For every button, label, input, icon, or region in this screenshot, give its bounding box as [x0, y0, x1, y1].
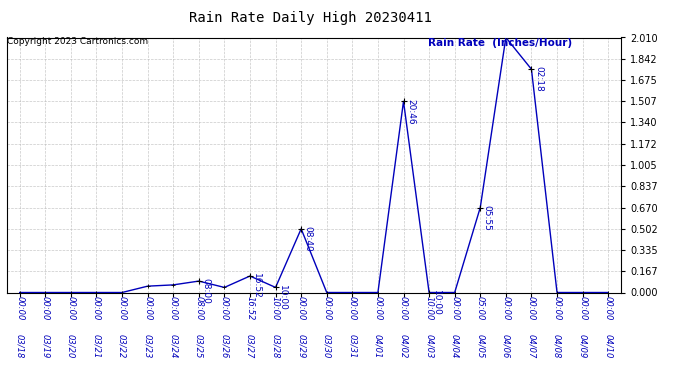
- Text: 05:55: 05:55: [483, 205, 492, 231]
- Text: 00:00: 00:00: [348, 296, 357, 321]
- Text: 00:00: 00:00: [117, 296, 126, 321]
- Text: 03/26: 03/26: [220, 334, 229, 358]
- Text: 00:00: 00:00: [604, 296, 613, 321]
- Text: 08:00: 08:00: [195, 296, 204, 321]
- Text: 00:00: 00:00: [143, 296, 152, 321]
- Text: 00:00: 00:00: [450, 296, 459, 321]
- Text: 04/05: 04/05: [476, 334, 485, 358]
- Text: 03/21: 03/21: [92, 334, 101, 358]
- Text: 00:00: 00:00: [399, 296, 408, 321]
- Text: 03/31: 03/31: [348, 334, 357, 358]
- Text: 16:52: 16:52: [246, 296, 255, 321]
- Text: 05:00: 05:00: [476, 296, 485, 321]
- Text: 10:00: 10:00: [271, 296, 280, 321]
- Text: 04/03: 04/03: [424, 334, 433, 358]
- Text: 00:00: 00:00: [553, 296, 562, 321]
- Text: 03/22: 03/22: [117, 334, 126, 358]
- Text: 03/20: 03/20: [66, 334, 75, 358]
- Text: 00:00: 00:00: [297, 296, 306, 321]
- Text: 16:52: 16:52: [253, 273, 262, 299]
- Text: Rain Rate Daily High 20230411: Rain Rate Daily High 20230411: [189, 11, 432, 25]
- Text: 04/06: 04/06: [502, 334, 511, 358]
- Text: 00:00: 00:00: [92, 296, 101, 321]
- Text: 00:00: 00:00: [373, 296, 382, 321]
- Text: 03/27: 03/27: [246, 334, 255, 358]
- Text: 04/08: 04/08: [553, 334, 562, 358]
- Text: 04/01: 04/01: [373, 334, 382, 358]
- Text: 04/04: 04/04: [450, 334, 459, 358]
- Text: 02:18: 02:18: [534, 66, 543, 92]
- Text: 03/29: 03/29: [297, 334, 306, 358]
- Text: 03/24: 03/24: [169, 334, 178, 358]
- Text: 08:00: 08:00: [201, 278, 210, 304]
- Text: 00:00: 00:00: [502, 296, 511, 321]
- Text: 00:00: 00:00: [15, 296, 24, 321]
- Text: 00:00: 00:00: [527, 296, 536, 321]
- Text: Rain Rate  (Inches/Hour): Rain Rate (Inches/Hour): [428, 38, 572, 48]
- Text: 08:40: 08:40: [304, 226, 313, 252]
- Text: 04/02: 04/02: [399, 334, 408, 358]
- Text: 03/19: 03/19: [41, 334, 50, 358]
- Text: 00:00: 00:00: [169, 296, 178, 321]
- Text: 03/23: 03/23: [143, 334, 152, 358]
- Text: 03/18: 03/18: [15, 334, 24, 358]
- Text: 03/25: 03/25: [195, 334, 204, 358]
- Text: 00:00: 00:00: [322, 296, 331, 321]
- Text: 20:46: 20:46: [406, 99, 415, 124]
- Text: 10:00: 10:00: [278, 285, 287, 310]
- Text: 00:00: 00:00: [220, 296, 229, 321]
- Text: 10:00: 10:00: [431, 290, 440, 316]
- Text: Copyright 2023 Cartronics.com: Copyright 2023 Cartronics.com: [7, 38, 148, 46]
- Text: 04/07: 04/07: [527, 334, 536, 358]
- Text: 00:00: 00:00: [41, 296, 50, 321]
- Text: 03/28: 03/28: [271, 334, 280, 358]
- Text: 04/10: 04/10: [604, 334, 613, 358]
- Text: 04/09: 04/09: [578, 334, 587, 358]
- Text: 00:00: 00:00: [578, 296, 587, 321]
- Text: 10:00: 10:00: [424, 296, 433, 321]
- Text: 00:00: 00:00: [66, 296, 75, 321]
- Text: 03/30: 03/30: [322, 334, 331, 358]
